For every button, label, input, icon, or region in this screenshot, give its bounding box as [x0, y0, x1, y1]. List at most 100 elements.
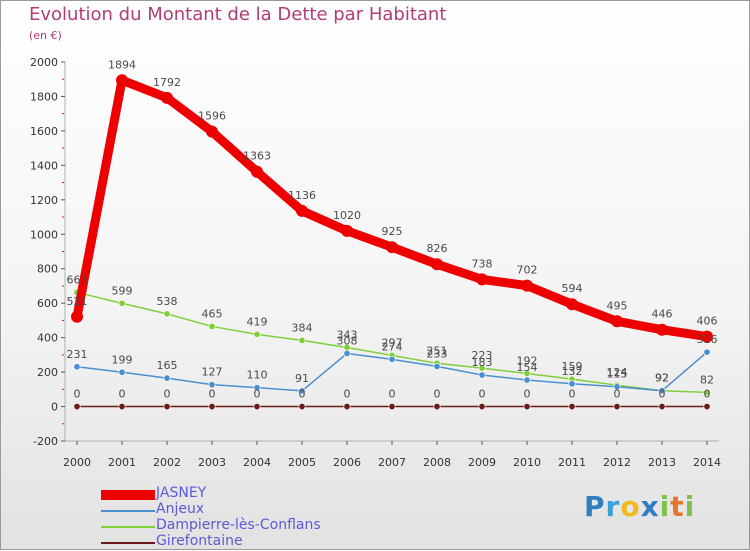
- data-point-anjeux: [523, 376, 531, 384]
- data-point-girefontaine: [478, 403, 486, 411]
- data-label-girefontaine: 0: [434, 388, 441, 401]
- data-point-girefontaine: [523, 403, 531, 411]
- data-label-girefontaine: 0: [569, 388, 576, 401]
- data-label-anjeux: 233: [427, 347, 448, 360]
- data-point-anjeux: [703, 348, 711, 356]
- x-tick-label: 2008: [423, 456, 451, 469]
- data-point-girefontaine: [73, 403, 81, 411]
- data-label-dampierre-l-s-conflans: 124: [607, 366, 628, 379]
- data-label-girefontaine: 0: [659, 388, 666, 401]
- data-label-dampierre-l-s-conflans: 223: [472, 349, 493, 362]
- data-label-girefontaine: 0: [479, 388, 486, 401]
- legend-swatch-jasney: [101, 490, 155, 500]
- data-label-dampierre-l-s-conflans: 343: [337, 328, 358, 341]
- data-label-anjeux: 154: [517, 361, 538, 374]
- x-tick-label: 2010: [513, 456, 541, 469]
- data-label-jasney: 1596: [198, 110, 226, 123]
- data-label-jasney: 826: [427, 242, 448, 255]
- data-label-anjeux: 127: [202, 366, 223, 379]
- data-label-girefontaine: 0: [344, 388, 351, 401]
- x-tick-label: 2011: [558, 456, 586, 469]
- data-point-girefontaine: [343, 403, 351, 411]
- y-tick-label: 1600: [30, 125, 58, 138]
- data-point-dampierre-l-s-conflans: [118, 299, 126, 307]
- data-label-girefontaine: 0: [254, 388, 261, 401]
- y-tick-label: 400: [37, 332, 58, 345]
- proxiti-logo: Proxiti: [584, 490, 695, 523]
- data-label-anjeux: 274: [382, 340, 403, 353]
- x-tick-label: 2006: [333, 456, 361, 469]
- data-point-anjeux: [478, 371, 486, 379]
- data-label-anjeux: 132: [562, 365, 583, 378]
- data-point-dampierre-l-s-conflans: [253, 330, 261, 338]
- data-label-anjeux: 316: [697, 333, 718, 346]
- data-label-jasney: 406: [697, 315, 718, 328]
- data-point-girefontaine: [163, 403, 171, 411]
- data-point-anjeux: [298, 387, 306, 395]
- data-label-dampierre-l-s-conflans: 192: [517, 354, 538, 367]
- logo-letter: i: [684, 490, 696, 523]
- data-label-jasney: 1894: [108, 58, 136, 71]
- data-point-anjeux: [208, 381, 216, 389]
- data-label-anjeux: 183: [472, 356, 493, 369]
- data-point-anjeux: [613, 383, 621, 391]
- data-point-jasney: [341, 224, 353, 237]
- data-point-jasney: [566, 298, 578, 311]
- data-label-jasney: 446: [652, 308, 673, 321]
- logo-letter: i: [659, 490, 671, 523]
- logo-letter: x: [640, 490, 660, 523]
- data-point-jasney: [701, 330, 713, 343]
- data-label-anjeux: 231: [67, 348, 88, 361]
- data-label-dampierre-l-s-conflans: 251: [427, 344, 448, 357]
- data-point-girefontaine: [118, 403, 126, 411]
- data-label-jasney: 594: [562, 282, 583, 295]
- data-point-dampierre-l-s-conflans: [298, 336, 306, 344]
- data-label-dampierre-l-s-conflans: 92: [655, 372, 669, 385]
- y-tick-label: 200: [37, 366, 58, 379]
- data-label-anjeux: 91: [295, 372, 309, 385]
- y-tick-label: 1200: [30, 194, 58, 207]
- y-tick-label: 2000: [30, 56, 58, 69]
- data-point-anjeux: [343, 349, 351, 357]
- data-label-jasney: 495: [607, 299, 628, 312]
- data-label-jasney: 1020: [333, 209, 361, 222]
- data-point-girefontaine: [433, 403, 441, 411]
- data-point-girefontaine: [658, 403, 666, 411]
- data-point-anjeux: [118, 368, 126, 376]
- data-label-girefontaine: 0: [209, 388, 216, 401]
- data-label-jasney: 1792: [153, 76, 181, 89]
- data-point-girefontaine: [208, 403, 216, 411]
- data-point-girefontaine: [703, 403, 711, 411]
- data-point-jasney: [161, 91, 173, 104]
- data-point-jasney: [431, 258, 443, 271]
- logo-letter: r: [605, 490, 621, 523]
- data-point-anjeux: [73, 363, 81, 371]
- data-point-anjeux: [253, 384, 261, 392]
- x-tick-label: 2003: [198, 456, 226, 469]
- data-point-jasney: [71, 310, 83, 323]
- data-point-girefontaine: [253, 403, 261, 411]
- legend-label-jasney: JASNEY: [156, 485, 207, 501]
- data-label-jasney: 925: [382, 225, 403, 238]
- x-tick-label: 2009: [468, 456, 496, 469]
- data-point-dampierre-l-s-conflans: [703, 388, 711, 396]
- data-label-dampierre-l-s-conflans: 82: [700, 373, 714, 386]
- data-label-jasney: 1363: [243, 150, 271, 163]
- legend-label-anjeux: Anjeux: [156, 501, 205, 517]
- data-label-jasney: 738: [472, 257, 493, 270]
- data-point-jasney: [476, 273, 488, 286]
- data-label-girefontaine: 0: [119, 388, 126, 401]
- data-label-dampierre-l-s-conflans: 599: [112, 284, 133, 297]
- data-point-jasney: [611, 315, 623, 328]
- data-label-dampierre-l-s-conflans: 384: [292, 321, 313, 334]
- data-label-dampierre-l-s-conflans: 538: [157, 295, 178, 308]
- data-point-jasney: [521, 279, 533, 292]
- data-point-dampierre-l-s-conflans: [163, 310, 171, 318]
- x-tick-label: 2001: [108, 456, 136, 469]
- data-label-anjeux: 199: [112, 353, 133, 366]
- data-point-jasney: [386, 241, 398, 254]
- data-label-girefontaine: 0: [74, 388, 81, 401]
- legend-swatch-dampierre: [101, 526, 155, 528]
- legend-label-dampierre: Dampierre-lès-Conflans: [156, 517, 321, 533]
- data-label-girefontaine: 0: [389, 388, 396, 401]
